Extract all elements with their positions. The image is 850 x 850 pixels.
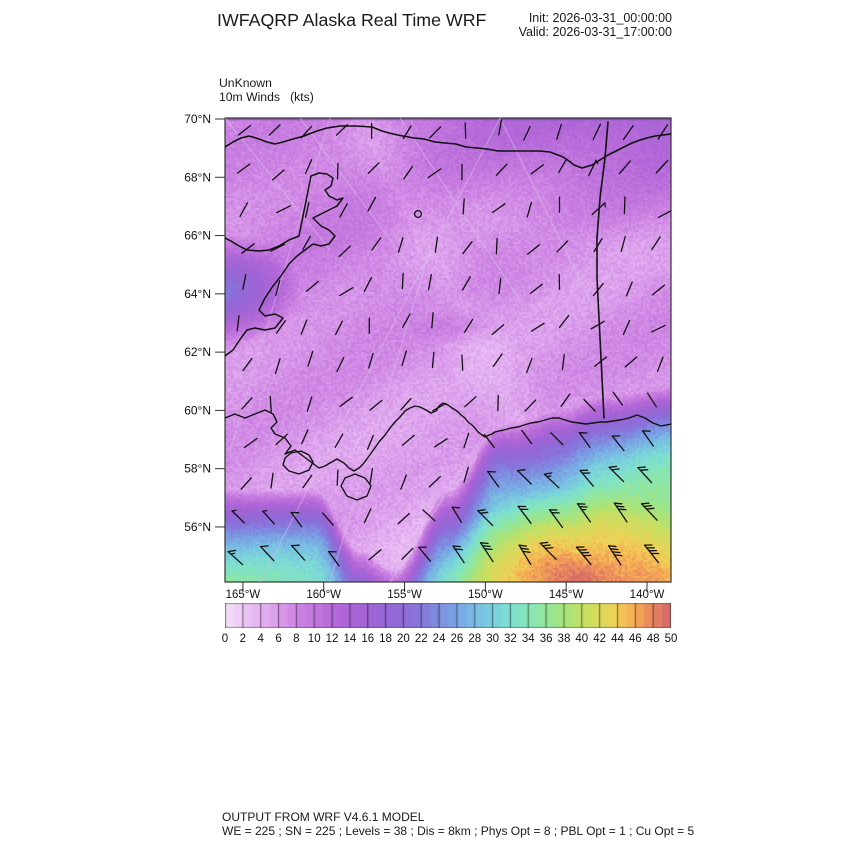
- svg-text:14: 14: [343, 633, 356, 645]
- svg-text:6: 6: [275, 633, 281, 645]
- svg-text:12: 12: [326, 633, 339, 645]
- svg-text:0: 0: [222, 633, 228, 645]
- svg-text:56°N: 56°N: [184, 520, 211, 534]
- svg-text:42: 42: [593, 633, 606, 645]
- svg-text:26: 26: [451, 633, 464, 645]
- svg-text:30: 30: [486, 633, 499, 645]
- svg-text:66°N: 66°N: [184, 229, 211, 243]
- svg-text:64°N: 64°N: [184, 287, 211, 301]
- svg-text:150°W: 150°W: [468, 589, 503, 601]
- svg-text:48: 48: [647, 633, 660, 645]
- svg-text:145°W: 145°W: [549, 589, 584, 601]
- svg-text:18: 18: [379, 633, 392, 645]
- svg-text:60°N: 60°N: [184, 403, 211, 417]
- svg-text:46: 46: [629, 633, 642, 645]
- svg-text:8: 8: [293, 633, 299, 645]
- svg-text:36: 36: [540, 633, 553, 645]
- svg-text:4: 4: [257, 633, 264, 645]
- svg-text:16: 16: [361, 633, 374, 645]
- svg-text:44: 44: [611, 633, 624, 645]
- svg-text:40: 40: [575, 633, 588, 645]
- svg-text:32: 32: [504, 633, 517, 645]
- svg-text:24: 24: [433, 633, 446, 645]
- svg-text:10: 10: [308, 633, 321, 645]
- svg-text:22: 22: [415, 633, 428, 645]
- svg-text:50: 50: [665, 633, 678, 645]
- svg-text:62°N: 62°N: [184, 345, 211, 359]
- svg-text:20: 20: [397, 633, 410, 645]
- svg-text:160°W: 160°W: [306, 589, 341, 601]
- svg-text:28: 28: [468, 633, 481, 645]
- svg-text:155°W: 155°W: [387, 589, 422, 601]
- svg-text:38: 38: [558, 633, 571, 645]
- svg-text:165°W: 165°W: [226, 589, 261, 601]
- svg-text:34: 34: [522, 633, 535, 645]
- svg-text:2: 2: [240, 633, 246, 645]
- svg-text:70°N: 70°N: [184, 112, 211, 126]
- svg-text:140°W: 140°W: [630, 589, 665, 601]
- svg-text:58°N: 58°N: [184, 462, 211, 476]
- svg-text:68°N: 68°N: [184, 170, 211, 184]
